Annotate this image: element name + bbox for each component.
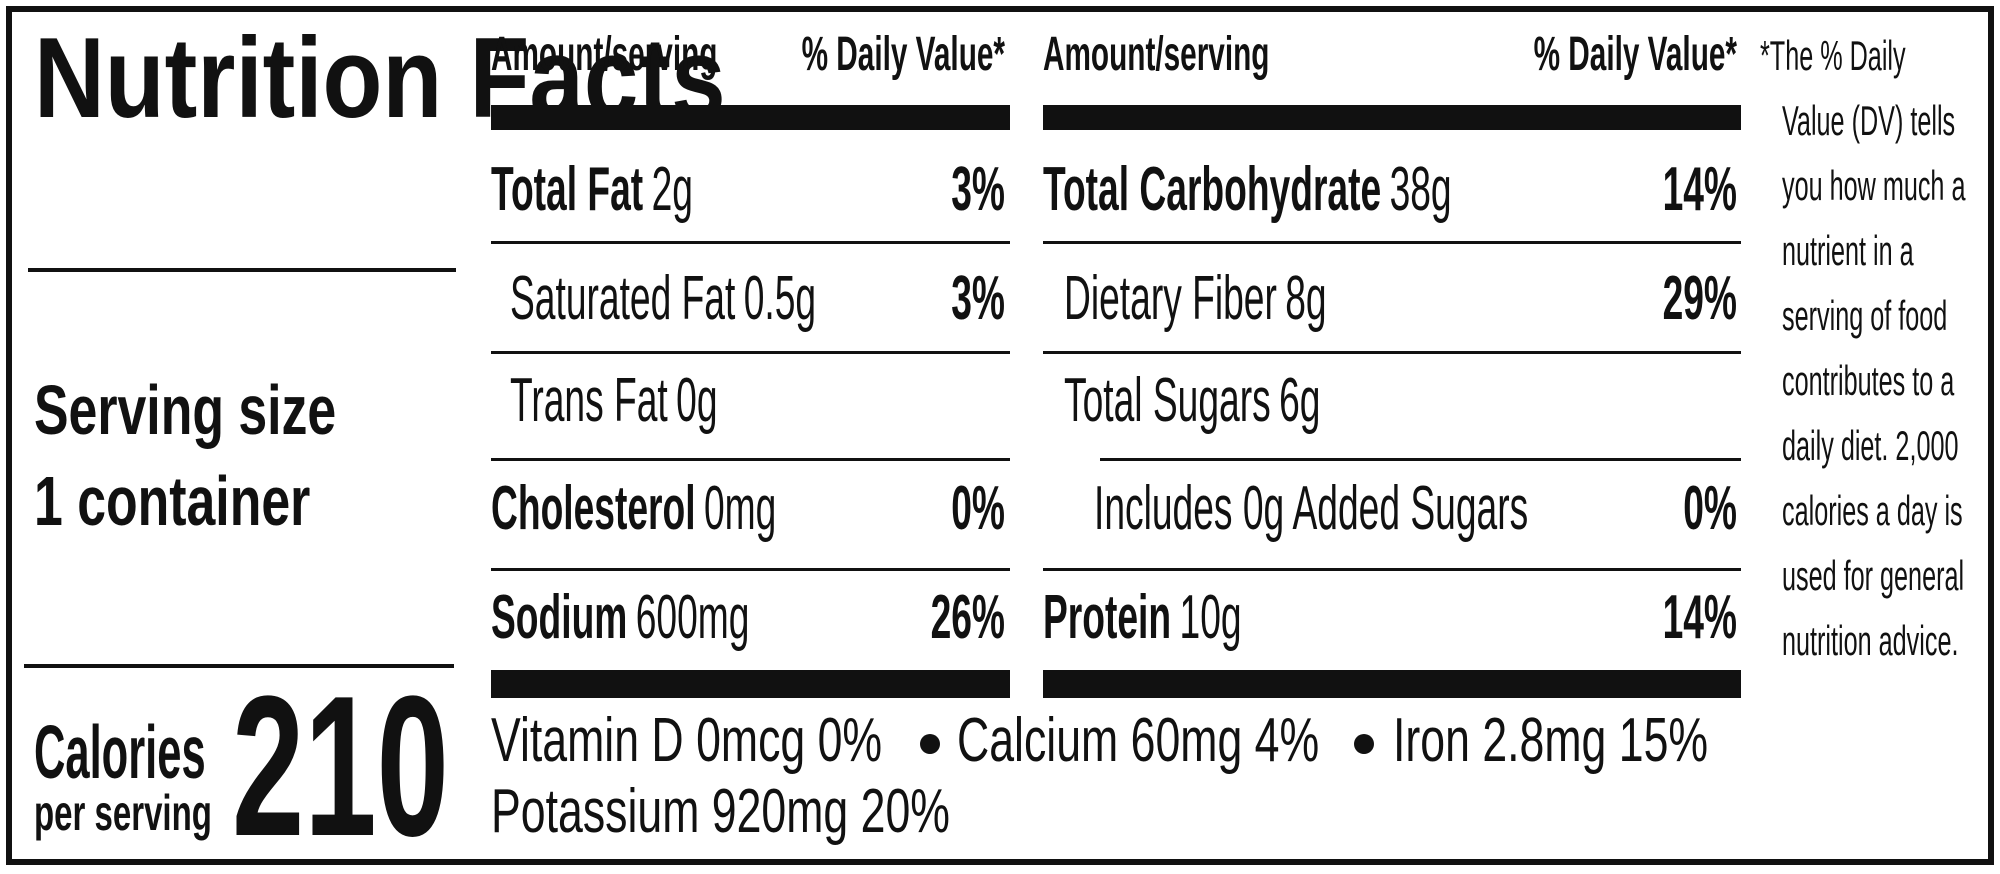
dv: 0%	[951, 473, 1005, 542]
dv: 29%	[1663, 263, 1737, 332]
vitamin: Calcium 60mg 4%	[957, 706, 1319, 775]
bar	[1043, 105, 1741, 130]
vitamin: Vitamin D 0mcg 0%	[491, 706, 882, 775]
rule	[1043, 351, 1741, 354]
nutrient: Saturated Fat	[510, 263, 735, 332]
footnote-line: calories a day is	[1782, 489, 1963, 535]
footnote-line: contributes to a	[1782, 359, 1955, 405]
rule	[28, 268, 456, 272]
rule	[1100, 458, 1741, 461]
bullet	[920, 734, 940, 754]
header-amount: Amount/serving	[491, 28, 717, 81]
footnote-line: *The % Daily	[1760, 34, 1906, 80]
bar	[491, 670, 1010, 698]
frame	[6, 6, 1994, 865]
rule	[491, 458, 1010, 461]
header-dv: % Daily Value*	[1534, 28, 1738, 81]
calories-label: Calories	[34, 711, 206, 794]
amount: 2g	[652, 154, 693, 223]
calories-value: 210	[232, 654, 449, 874]
row: Dietary Fiber 8g	[1064, 263, 1327, 332]
bar	[491, 105, 1010, 130]
dv: 14%	[1663, 154, 1737, 223]
row: Trans Fat 0g	[510, 365, 718, 434]
nutrient: Trans Fat	[510, 365, 668, 434]
nutrient: Protein	[1043, 582, 1171, 651]
nutrient: Dietary Fiber	[1064, 263, 1277, 332]
rule	[1043, 241, 1741, 244]
amount: 600mg	[636, 582, 750, 651]
row: Total Carbohydrate 38g	[1043, 154, 1452, 223]
rule	[491, 241, 1010, 244]
footnote-line: serving of food	[1782, 294, 1947, 340]
footnote-line: nutrition advice.	[1782, 619, 1958, 665]
row: Protein 10g	[1043, 582, 1242, 651]
dv: 14%	[1663, 582, 1737, 651]
bullet	[1354, 734, 1374, 754]
dv: 0%	[1683, 473, 1737, 542]
rule	[1043, 568, 1741, 571]
header-dv: % Daily Value*	[802, 28, 1006, 81]
amount: 6g	[1279, 365, 1320, 434]
nutrient: Sodium	[491, 582, 627, 651]
amount: 0.5g	[744, 263, 816, 332]
row: Total Sugars 6g	[1064, 365, 1320, 434]
row: Saturated Fat 0.5g	[510, 263, 816, 332]
rule	[491, 351, 1010, 354]
amount: 0g	[676, 365, 717, 434]
footnote-line: daily diet. 2,000	[1782, 424, 1958, 470]
serving-label: Serving size	[34, 371, 336, 449]
dv: 3%	[951, 263, 1005, 332]
nutrient: Total Fat	[491, 154, 643, 223]
footnote-line: nutrient in a	[1782, 229, 1914, 275]
amount: 0mg	[704, 473, 776, 542]
footnote: *The % Daily Value (DV) tells you how much…	[1760, 34, 1966, 665]
nutrient: Total Carbohydrate	[1043, 154, 1381, 223]
amount: 8g	[1285, 263, 1326, 332]
vitamin: Potassium 920mg 20%	[491, 777, 950, 846]
vitamin: Iron 2.8mg 15%	[1393, 706, 1708, 775]
row: Sodium 600mg	[491, 582, 749, 651]
bar	[1043, 670, 1741, 698]
rule	[24, 664, 454, 668]
nutrient: Includes 0g Added Sugars	[1094, 473, 1528, 542]
nutrient: Cholesterol	[491, 473, 696, 542]
footnote-line: used for general	[1782, 554, 1964, 600]
amount: 10g	[1180, 582, 1242, 651]
dv: 26%	[931, 582, 1005, 651]
header-amount: Amount/serving	[1043, 28, 1269, 81]
rule	[491, 568, 1010, 571]
footnote-line: you how much a	[1782, 164, 1966, 210]
nutrient: Total Sugars	[1064, 365, 1271, 434]
calories-sublabel: per serving	[34, 785, 212, 840]
serving-value: 1 container	[34, 462, 310, 540]
row: Cholesterol 0mg	[491, 473, 776, 542]
dv: 3%	[951, 154, 1005, 223]
row: Total Fat 2g	[491, 154, 693, 223]
footnote-line: Value (DV) tells	[1782, 99, 1955, 145]
amount: 38g	[1390, 154, 1452, 223]
